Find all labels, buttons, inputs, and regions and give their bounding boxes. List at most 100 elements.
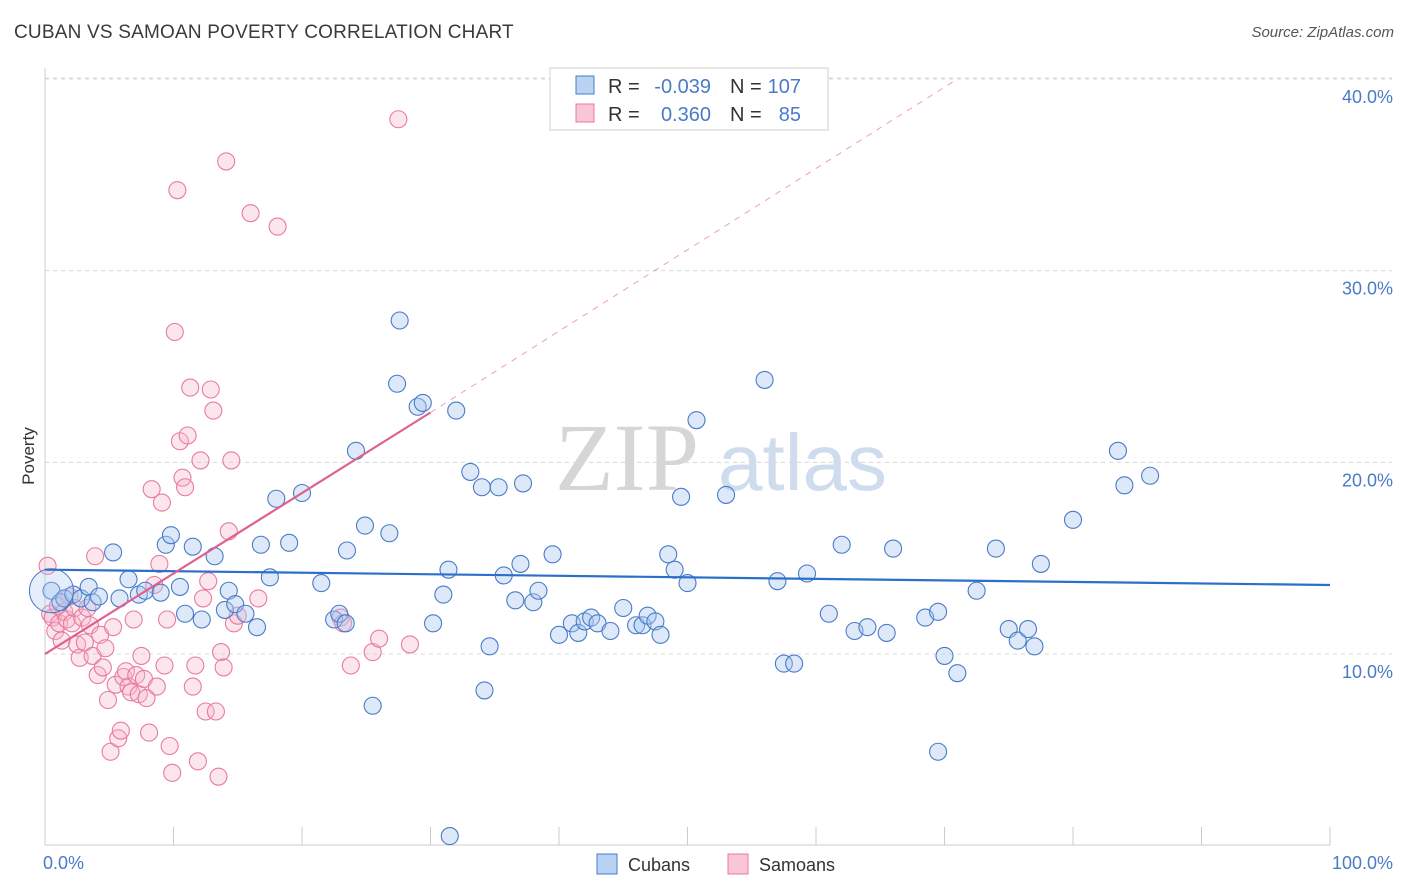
- cubans-point: [601, 621, 620, 641]
- watermark: ZIP atlas: [555, 404, 887, 511]
- cubans-point: [424, 614, 443, 633]
- samoans-point: [214, 658, 233, 677]
- legend-top: R = -0.039 N = 107 R = 0.360 N = 85: [549, 67, 829, 131]
- samoans-point: [268, 217, 287, 236]
- y-tick-label: 20.0%: [1342, 470, 1393, 490]
- bottom-legend-label-cubans: Cubans: [628, 855, 690, 875]
- cubans-point: [251, 535, 270, 554]
- samoans-point: [204, 401, 223, 420]
- legend-r-label-cubans: R =: [608, 76, 640, 98]
- cubans-point: [236, 604, 255, 623]
- cubans-point: [651, 625, 670, 644]
- y-axis-title: Poverty: [19, 427, 38, 485]
- samoans-trend-extension: [430, 78, 958, 413]
- samoans-point: [341, 656, 360, 675]
- samoans-point: [158, 610, 177, 629]
- cubans-point: [549, 625, 569, 644]
- cubans-point: [716, 485, 736, 504]
- cubans-point: [755, 370, 774, 389]
- chart-title: CUBAN VS SAMOAN POVERTY CORRELATION CHAR…: [14, 22, 514, 43]
- x-tick-label: 100.0%: [1332, 853, 1393, 873]
- cubans-point: [176, 604, 195, 623]
- samoans-point: [222, 451, 241, 470]
- watermark-atlas: atlas: [718, 418, 887, 507]
- cubans-point: [1025, 637, 1044, 656]
- cubans-point: [489, 478, 508, 497]
- trend-lines: [44, 78, 1331, 655]
- cubans-point: [336, 614, 355, 633]
- samoans-point: [194, 589, 213, 608]
- samoans-point: [75, 633, 94, 652]
- cubans-point: [1018, 620, 1038, 639]
- samoans-point: [188, 752, 207, 771]
- samoans-point: [196, 702, 215, 721]
- cubans-point: [774, 654, 793, 673]
- cubans-point: [511, 554, 530, 573]
- cubans-point: [929, 602, 948, 621]
- cubans-point: [388, 374, 407, 393]
- samoans-point: [62, 614, 82, 633]
- cubans-point: [280, 533, 299, 552]
- samoans-trend-line: [44, 411, 432, 655]
- samoans-point: [104, 618, 123, 637]
- grid-lines: [45, 77, 1392, 655]
- samoans-point: [111, 721, 130, 740]
- cubans-trend-line: [44, 568, 1331, 587]
- samoans-point: [191, 451, 210, 470]
- y-tick-label: 40.0%: [1342, 87, 1393, 107]
- samoans-point: [78, 598, 97, 618]
- cubans-point: [687, 411, 706, 430]
- samoans-point: [178, 426, 197, 445]
- legend-box: [549, 67, 829, 131]
- cubans-point: [929, 742, 948, 761]
- cubans-point: [513, 474, 533, 493]
- cubans-point: [312, 574, 331, 593]
- cubans-point: [183, 537, 202, 556]
- cubans-point: [524, 593, 543, 612]
- cubans-point: [1108, 441, 1128, 460]
- samoans-point: [98, 690, 118, 710]
- cubans-point: [104, 543, 123, 562]
- cubans-point: [1141, 466, 1160, 485]
- samoans-point: [241, 204, 260, 223]
- cubans-point: [434, 585, 453, 604]
- y-tick-labels: 10.0% 20.0% 30.0% 40.0%: [1342, 87, 1393, 682]
- samoans-point: [176, 478, 195, 497]
- cubans-point: [247, 618, 267, 637]
- legend-swatch-cubans: [575, 75, 595, 95]
- legend-n-label-samoans: N =: [730, 104, 762, 126]
- samoans-point: [186, 656, 205, 675]
- cubans-point: [884, 539, 903, 558]
- samoans-point: [116, 662, 136, 681]
- samoans-point: [142, 480, 161, 499]
- cubans-point: [215, 600, 234, 619]
- samoans-point: [211, 643, 231, 662]
- cubans-point: [192, 610, 211, 629]
- source-label: Source: ZipAtlas.com: [1251, 24, 1394, 41]
- cubans-point: [678, 574, 697, 593]
- cubans-point: [461, 462, 480, 481]
- legend-r-value-cubans: -0.039: [654, 76, 711, 98]
- cubans-point: [1063, 510, 1083, 529]
- samoans-point: [370, 629, 389, 648]
- x-tick-labels: 0.0% 100.0%: [43, 853, 1393, 873]
- samoans-point: [68, 635, 87, 654]
- cubans-point: [627, 616, 646, 635]
- cubans-point: [363, 696, 382, 715]
- samoans-point: [206, 702, 225, 721]
- cubans-point: [380, 524, 399, 543]
- cubans-point: [151, 583, 170, 602]
- cubans-point: [161, 526, 180, 545]
- samoans-point: [101, 742, 120, 761]
- cubans-point: [390, 311, 409, 330]
- bottom-legend-swatch-cubans: [596, 853, 618, 875]
- cubans-point: [337, 541, 357, 560]
- bottom-legend-label-samoans: Samoans: [759, 855, 835, 875]
- cubans-point: [665, 560, 684, 579]
- cubans-point: [1031, 554, 1050, 573]
- samoans-point: [165, 322, 184, 342]
- samoans-point: [168, 181, 187, 200]
- samoans-point: [400, 635, 419, 654]
- samoans-point: [183, 677, 202, 696]
- cubans-point: [346, 441, 366, 460]
